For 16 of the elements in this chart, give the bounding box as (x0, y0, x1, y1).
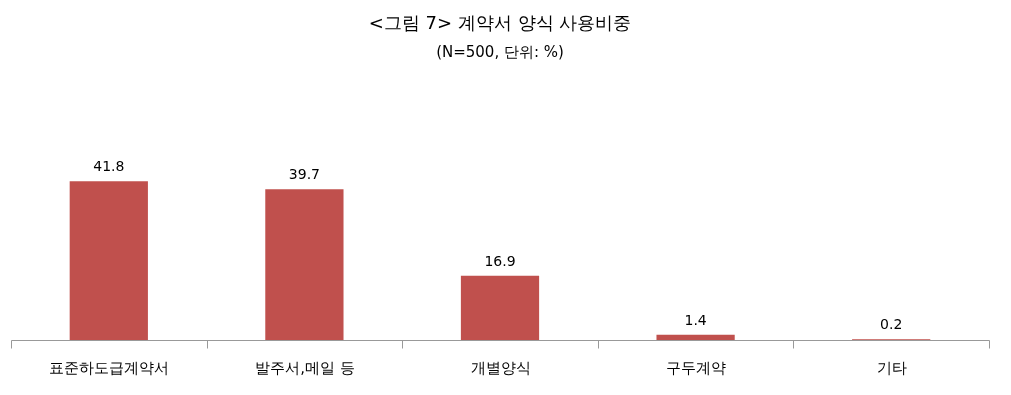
bar (460, 275, 540, 340)
bar (656, 334, 735, 340)
x-tick-label: 구두계약 (666, 358, 727, 377)
x-tick-label: 개별양식 (470, 358, 531, 377)
x-tick-label: 표준하도급계약서 (49, 358, 170, 377)
chart-subtitle: (N=500, 단위: %) (436, 43, 564, 61)
data-label: 41.8 (93, 158, 125, 175)
chart-title: <그림 7> 계약서 양식 사용비중 (368, 12, 632, 33)
data-label: 16.9 (484, 252, 516, 269)
bar (69, 181, 148, 340)
x-tick-label: 기타 (876, 358, 907, 377)
bar (265, 189, 344, 340)
data-label: 0.2 (880, 316, 903, 333)
data-label: 1.4 (684, 311, 707, 328)
x-tick-label: 발주서,메일 등 (255, 358, 355, 377)
data-label: 39.7 (288, 166, 320, 183)
